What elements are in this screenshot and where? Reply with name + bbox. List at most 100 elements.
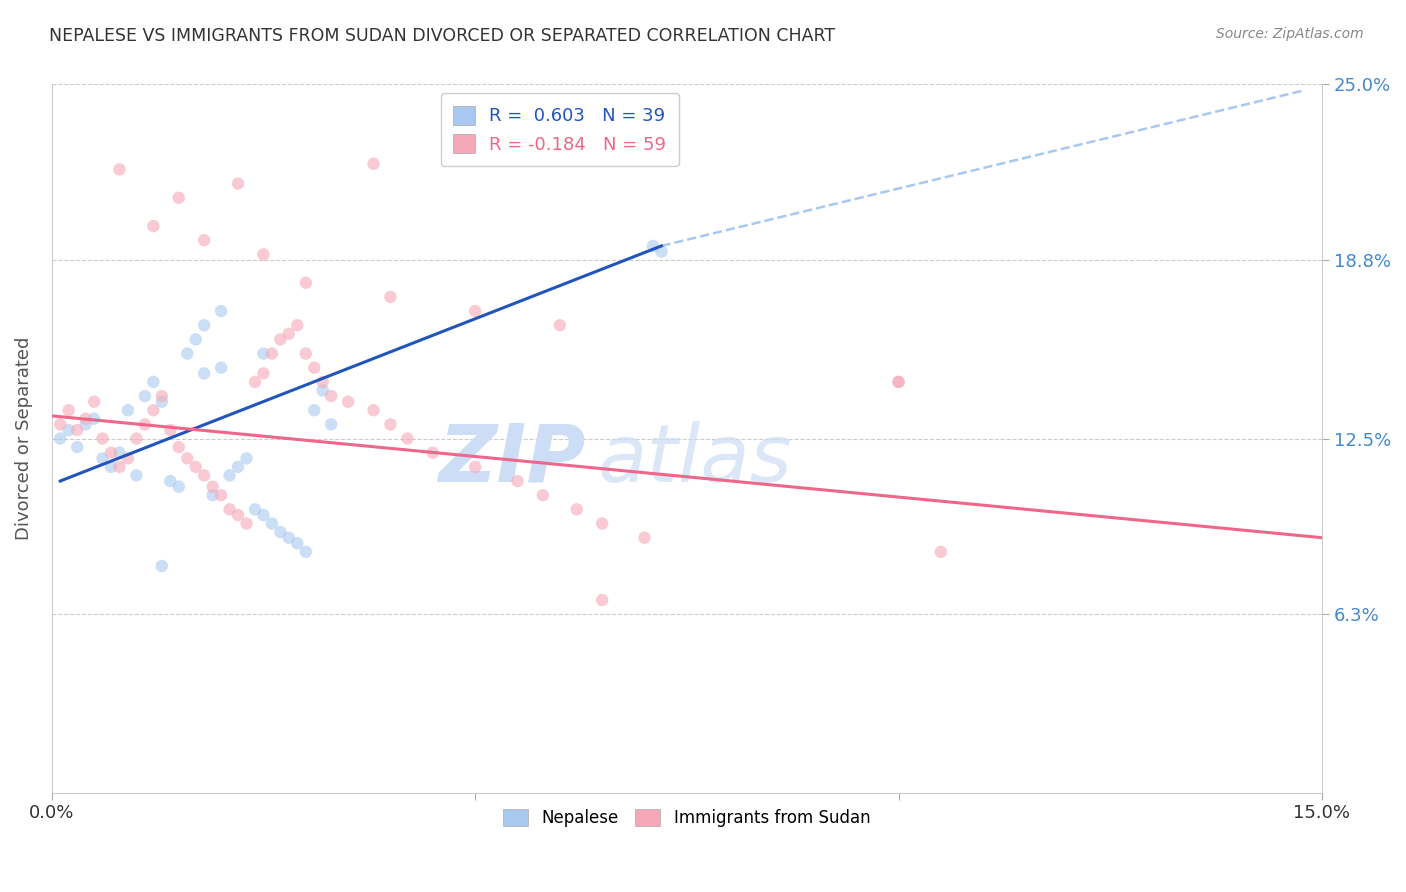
Point	[294, 545, 316, 559]
Point	[422, 446, 444, 460]
Point	[321, 417, 343, 432]
Point	[100, 446, 122, 460]
Point	[91, 432, 114, 446]
Point	[49, 417, 72, 432]
Point	[548, 318, 571, 333]
Text: ZIP: ZIP	[437, 421, 585, 499]
Point	[83, 411, 105, 425]
Point	[226, 177, 249, 191]
Point	[260, 346, 283, 360]
Point	[150, 559, 173, 574]
Point	[243, 375, 266, 389]
Point	[176, 346, 198, 360]
Point	[159, 423, 181, 437]
Text: atlas: atlas	[598, 421, 793, 499]
Point	[75, 411, 97, 425]
Point	[150, 389, 173, 403]
Point	[159, 474, 181, 488]
Point	[591, 593, 613, 607]
Point	[464, 459, 486, 474]
Point	[380, 417, 402, 432]
Point	[641, 239, 664, 253]
Legend: Nepalese, Immigrants from Sudan: Nepalese, Immigrants from Sudan	[496, 803, 877, 834]
Point	[108, 162, 131, 177]
Point	[108, 459, 131, 474]
Point	[117, 403, 139, 417]
Point	[312, 375, 335, 389]
Point	[184, 459, 207, 474]
Point	[150, 394, 173, 409]
Point	[304, 403, 326, 417]
Point	[235, 516, 257, 531]
Point	[252, 346, 274, 360]
Point	[100, 459, 122, 474]
Point	[125, 468, 148, 483]
Point	[49, 432, 72, 446]
Point	[142, 375, 165, 389]
Point	[591, 516, 613, 531]
Point	[193, 233, 215, 247]
Point	[83, 394, 105, 409]
Point	[294, 276, 316, 290]
Point	[633, 531, 655, 545]
Point	[209, 488, 232, 502]
Point	[650, 244, 672, 259]
Point	[252, 367, 274, 381]
Point	[312, 384, 335, 398]
Point	[363, 403, 385, 417]
Point	[193, 468, 215, 483]
Point	[201, 488, 224, 502]
Point	[75, 417, 97, 432]
Point	[167, 191, 190, 205]
Point	[193, 318, 215, 333]
Point	[218, 468, 240, 483]
Text: Source: ZipAtlas.com: Source: ZipAtlas.com	[1216, 27, 1364, 41]
Point	[193, 367, 215, 381]
Point	[134, 417, 156, 432]
Point	[506, 474, 529, 488]
Point	[235, 451, 257, 466]
Point	[91, 451, 114, 466]
Point	[252, 508, 274, 522]
Point	[117, 451, 139, 466]
Point	[269, 332, 291, 346]
Point	[66, 440, 89, 454]
Point	[277, 326, 299, 341]
Text: NEPALESE VS IMMIGRANTS FROM SUDAN DIVORCED OR SEPARATED CORRELATION CHART: NEPALESE VS IMMIGRANTS FROM SUDAN DIVORC…	[49, 27, 835, 45]
Point	[269, 524, 291, 539]
Point	[108, 446, 131, 460]
Point	[887, 375, 910, 389]
Point	[285, 536, 308, 550]
Point	[167, 480, 190, 494]
Point	[321, 389, 343, 403]
Point	[260, 516, 283, 531]
Point	[209, 360, 232, 375]
Y-axis label: Divorced or Separated: Divorced or Separated	[15, 337, 32, 541]
Point	[218, 502, 240, 516]
Point	[226, 508, 249, 522]
Point	[125, 432, 148, 446]
Point	[58, 403, 80, 417]
Point	[396, 432, 419, 446]
Point	[252, 247, 274, 261]
Point	[285, 318, 308, 333]
Point	[134, 389, 156, 403]
Point	[337, 394, 360, 409]
Point	[201, 480, 224, 494]
Point	[277, 531, 299, 545]
Point	[184, 332, 207, 346]
Point	[565, 502, 588, 516]
Point	[531, 488, 554, 502]
Point	[142, 403, 165, 417]
Point	[929, 545, 952, 559]
Point	[380, 290, 402, 304]
Point	[226, 459, 249, 474]
Point	[294, 346, 316, 360]
Point	[243, 502, 266, 516]
Point	[142, 219, 165, 233]
Point	[363, 157, 385, 171]
Point	[209, 304, 232, 318]
Point	[167, 440, 190, 454]
Point	[176, 451, 198, 466]
Point	[464, 304, 486, 318]
